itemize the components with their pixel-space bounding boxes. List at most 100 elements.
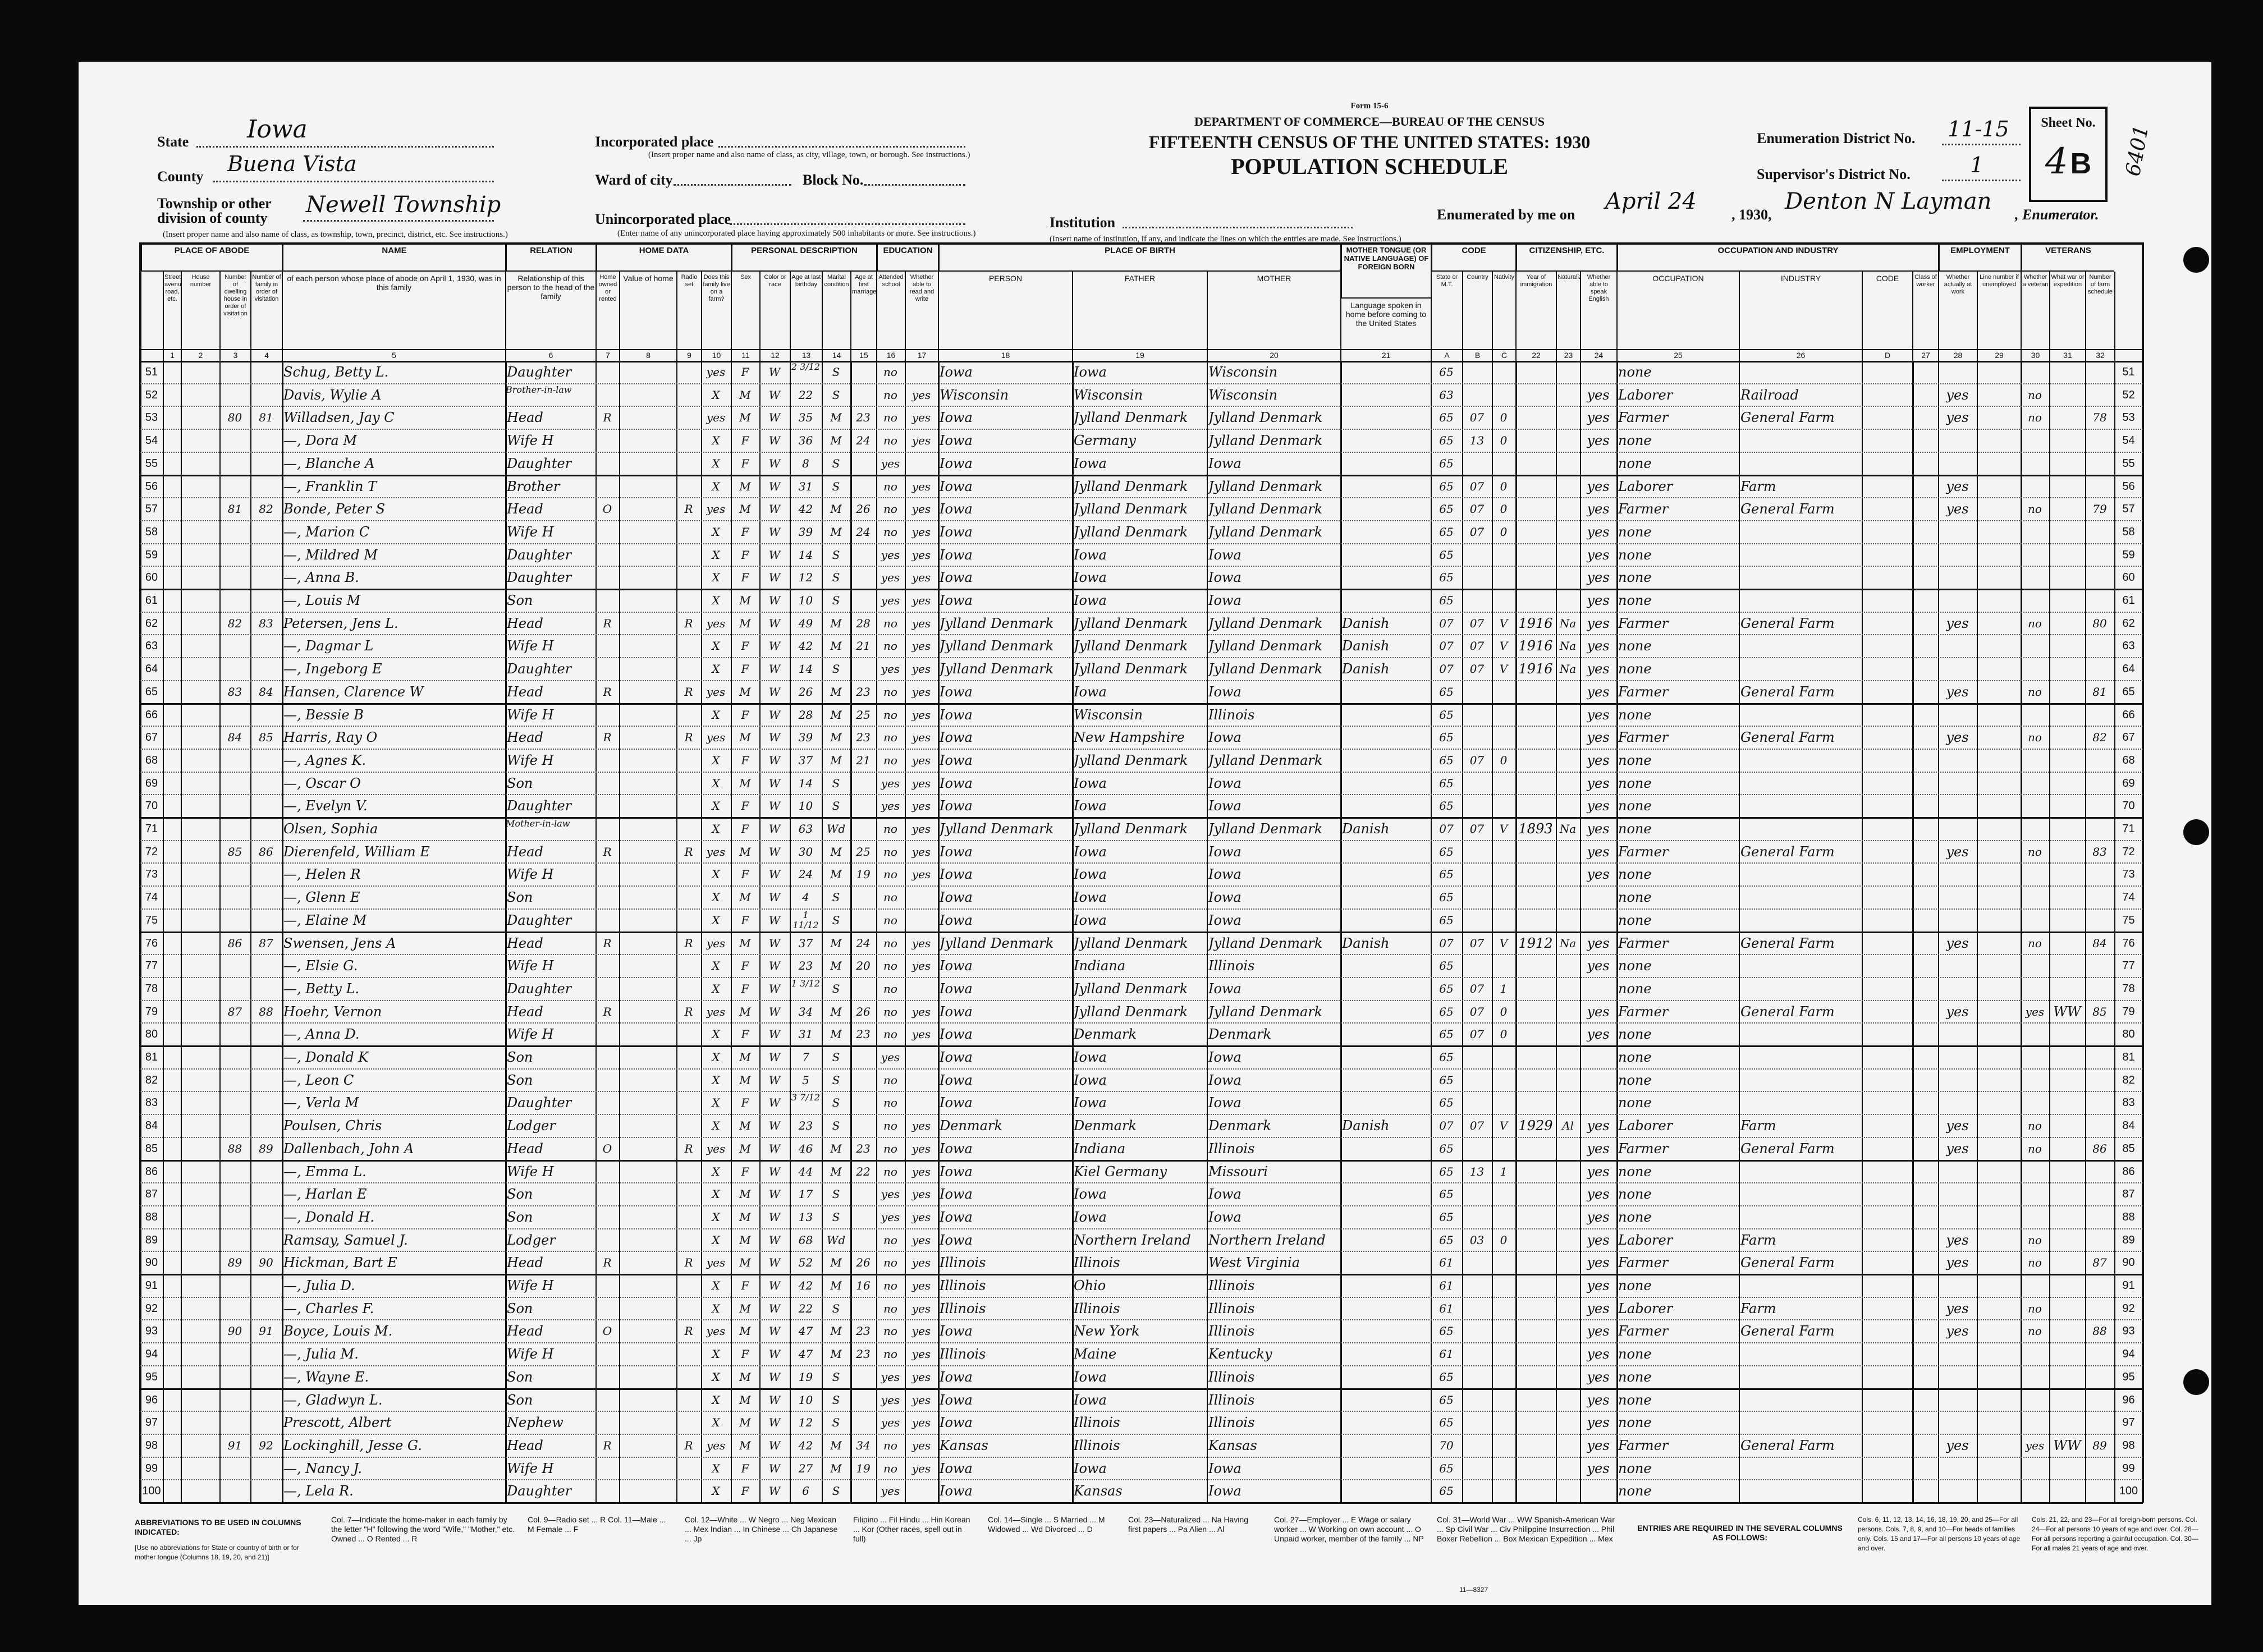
cell-code-a: 65 — [1439, 1324, 1454, 1338]
cell-line-number-right: 95 — [2122, 1370, 2135, 1383]
cell-speaks-english: yes — [1587, 1346, 1610, 1362]
cell-immigration-year: 1916 — [1518, 661, 1553, 677]
column-header-school-attendance: Attended school — [876, 272, 905, 349]
cell-family-number: 87 — [259, 936, 273, 950]
cell-birthplace: Iowa — [940, 1369, 973, 1385]
cell-age: 49 — [798, 616, 813, 630]
column-header-class-of-worker: Class of worker — [1912, 272, 1938, 349]
column-group-header: CITIZENSHIP, ETC. — [1515, 242, 1616, 272]
row-divider-dotted — [140, 543, 2143, 544]
cell-farm-residence: yes — [706, 1141, 726, 1155]
cell-farm-schedule — [2085, 658, 2114, 681]
cell-industry — [1739, 1274, 1862, 1297]
cell-code-a: 65 — [1439, 525, 1454, 539]
column-group-header: EMPLOYMENT — [1938, 242, 2021, 272]
cell-war — [2049, 1183, 2085, 1206]
cell-immigration-year — [1515, 886, 1556, 909]
cell-father-birthplace: Illinois — [1074, 1437, 1120, 1453]
cell-age-first-marriage: 21 — [856, 753, 871, 767]
column-number-code-c: C — [1492, 349, 1515, 361]
cell-mother-birthplace: Iowa — [1208, 912, 1242, 928]
cell-age: 26 — [798, 685, 813, 699]
cell-at-work — [1938, 1206, 1977, 1229]
cell-war — [2049, 704, 2085, 727]
cell-marital-status: M — [830, 1461, 842, 1475]
incorporated-line — [718, 146, 965, 148]
cell-line-number-right: 80 — [2122, 1028, 2135, 1041]
cell-home-tenure — [595, 1457, 619, 1480]
cell-age-first-marriage — [850, 1206, 876, 1229]
cell-occupation: Farmer — [1618, 843, 1669, 860]
cell-occupation: Farmer — [1618, 1323, 1669, 1339]
cell-father-birthplace: Denmark — [1074, 1026, 1137, 1043]
cell-marital-status: M — [830, 616, 842, 630]
cell-immigration-year — [1515, 1091, 1556, 1114]
cell-war — [2049, 1480, 2085, 1503]
cell-veteran: no — [2028, 845, 2042, 859]
cell-school-attendance: no — [883, 708, 897, 722]
cell-code-c: 1 — [1500, 981, 1508, 995]
cell-family-number: 90 — [259, 1256, 273, 1270]
cell-code-a: 07 — [1439, 936, 1454, 950]
sheet-box: Sheet No. 4 B — [2029, 107, 2108, 202]
cell-home-tenure — [595, 1160, 619, 1183]
cell-school-attendance: no — [883, 868, 897, 882]
cell-sex: M — [739, 479, 751, 493]
cell-race: W — [768, 548, 781, 562]
cell-war — [2049, 429, 2085, 452]
cell-farm-residence: X — [712, 1347, 720, 1361]
cell-relation: Wife H — [507, 1278, 554, 1293]
row-divider-dotted — [140, 451, 2143, 453]
cell-mother-tongue — [1340, 1069, 1431, 1092]
cell-war — [2049, 1274, 2085, 1297]
cell-industry — [1739, 749, 1862, 772]
cell-naturalization — [1556, 1457, 1580, 1480]
cell-mother-tongue — [1340, 544, 1431, 567]
cell-speaks-english: yes — [1587, 1278, 1610, 1293]
cell-age-first-marriage — [850, 1480, 876, 1503]
cell-at-work — [1938, 978, 1977, 1001]
cell-mother-tongue — [1340, 1297, 1431, 1320]
cell-father-birthplace: Iowa — [1074, 364, 1107, 380]
cell-father-birthplace: Iowa — [1074, 775, 1107, 791]
cell-code-a: 65 — [1439, 502, 1454, 516]
entries-2: Cols. 21, 22, and 23—For all foreign-bor… — [2032, 1516, 2198, 1552]
cell-farm-residence: X — [712, 639, 720, 653]
cell-immigration-year — [1515, 1251, 1556, 1274]
cell-code-c: 0 — [1500, 502, 1508, 516]
cell-marital-status: S — [832, 981, 840, 995]
cell-relation: Wife H — [507, 706, 554, 723]
cell-marital-status: S — [832, 891, 840, 905]
cell-father-birthplace: Jylland Denmark — [1074, 615, 1188, 631]
cell-veteran — [2021, 1160, 2049, 1183]
cell-home-tenure — [595, 1114, 619, 1137]
cell-code-c — [1492, 1343, 1515, 1366]
cell-marital-status: S — [832, 479, 840, 493]
row-divider — [140, 1274, 2143, 1275]
cell-code-b — [1462, 1183, 1492, 1206]
cell-birthplace: Iowa — [940, 1026, 973, 1043]
cell-home-tenure — [595, 452, 619, 475]
cell-dwelling-number — [219, 1046, 250, 1069]
cell-home-tenure — [595, 1183, 619, 1206]
cell-age: 34 — [798, 1004, 813, 1018]
cell-line-number: 67 — [145, 731, 158, 744]
cell-code-a: 61 — [1439, 1347, 1454, 1361]
cell-line-number: 56 — [145, 480, 158, 493]
cell-name: Schug, Betty L. — [283, 364, 389, 380]
cell-line-number: 75 — [145, 914, 158, 926]
cell-immigration-year — [1515, 1160, 1556, 1183]
cell-age-first-marriage: 23 — [856, 1141, 871, 1155]
column-number-line-number — [140, 349, 163, 361]
column-number-radio-set: 9 — [676, 349, 701, 361]
cell-dwelling-number — [219, 384, 250, 407]
cell-line-number-right: 54 — [2122, 434, 2135, 447]
cell-immigration-year — [1515, 955, 1556, 978]
cell-mother-birthplace: Jylland Denmark — [1208, 524, 1323, 540]
cell-radio-set: R — [684, 685, 693, 699]
cell-father-birthplace: Germany — [1074, 433, 1136, 449]
cell-dwelling-number: 87 — [227, 1004, 242, 1018]
cell-line-number: 52 — [145, 388, 158, 401]
cell-name: —, Wayne E. — [283, 1369, 369, 1385]
cell-mother-birthplace: Jylland Denmark — [1208, 935, 1323, 951]
